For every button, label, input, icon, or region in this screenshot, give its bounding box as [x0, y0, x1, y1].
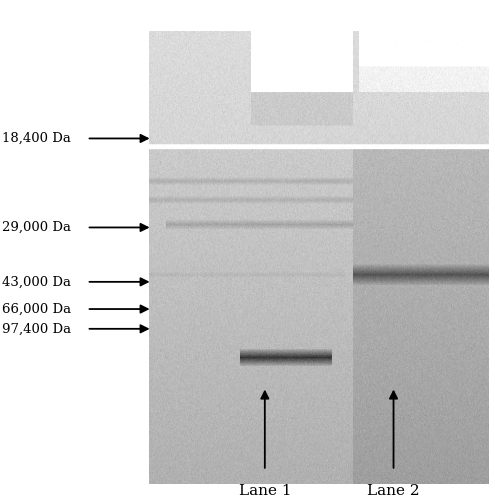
Text: 29,000 Da: 29,000 Da — [2, 221, 71, 234]
Text: 43,000 Da: 43,000 Da — [2, 276, 71, 288]
Text: Lane 2: Lane 2 — [367, 484, 420, 498]
Text: Lane 1: Lane 1 — [239, 484, 291, 498]
Text: 66,000 Da: 66,000 Da — [2, 302, 72, 316]
Text: 18,400 Da: 18,400 Da — [2, 132, 71, 145]
Text: 97,400 Da: 97,400 Da — [2, 322, 72, 336]
